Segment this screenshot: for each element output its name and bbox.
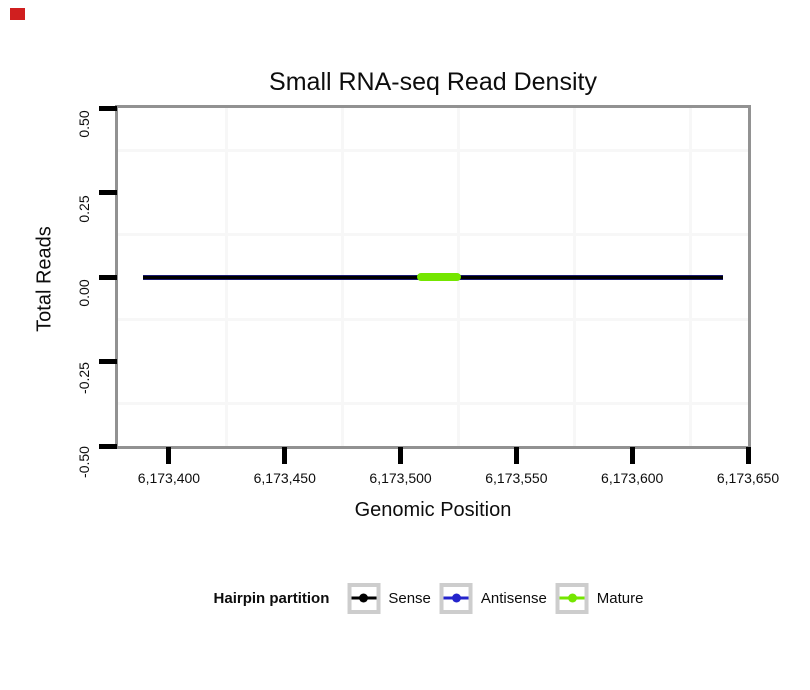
y-tick-label: -0.25 — [76, 361, 92, 394]
series-line-mature — [416, 273, 461, 281]
legend-key-label: Sense — [388, 589, 431, 607]
y-axis-tick — [99, 274, 117, 280]
y-axis-tick — [99, 105, 117, 111]
legend-key-box — [347, 582, 381, 614]
x-tick-label: 6,173,400 — [137, 470, 201, 486]
legend-key-box — [555, 582, 589, 614]
legend-keys: Sense Antisense Mature — [347, 582, 652, 614]
chart-title: Small RNA-seq Read Density — [269, 68, 597, 96]
x-axis-tick — [282, 447, 288, 464]
x-axis-tick — [166, 447, 172, 464]
legend-key-label: Mature — [596, 589, 644, 607]
x-tick-label: 6,173,450 — [253, 470, 316, 486]
y-tick-label: 0.00 — [76, 279, 92, 307]
red-square-marker — [10, 8, 25, 20]
gridline-horizontal-minor — [118, 233, 748, 237]
y-tick-label: 0.25 — [76, 194, 92, 223]
x-axis-tick — [513, 447, 519, 464]
legend-key-dot — [567, 593, 577, 603]
x-tick-label: 6,173,550 — [485, 470, 548, 486]
x-tick-label: 6,173,650 — [716, 470, 780, 486]
gridline-horizontal-minor — [118, 148, 748, 152]
legend-key-dot — [359, 593, 369, 603]
y-axis-tick — [99, 359, 117, 364]
y-tick-label: -0.50 — [76, 446, 92, 478]
legend-key-box — [439, 582, 473, 614]
y-axis-tick — [99, 190, 117, 195]
gridline-horizontal-minor — [118, 317, 748, 321]
x-tick-label: 6,173,500 — [369, 470, 432, 486]
x-tick-label: 6,173,600 — [601, 470, 664, 486]
legend: Hairpin partition Sense Antisense Mature — [214, 582, 653, 614]
legend-key-label: Antisense — [480, 589, 547, 607]
x-axis-tick — [398, 447, 404, 464]
legend-key-mature: Mature — [555, 582, 644, 614]
legend-key-antisense: Antisense — [439, 582, 547, 614]
gridline-horizontal-minor — [118, 402, 748, 406]
x-axis-tick — [745, 447, 751, 464]
legend-key-dot — [451, 593, 461, 603]
x-axis-title: Genomic Position — [354, 499, 512, 521]
y-axis-title: Total Reads — [33, 226, 56, 332]
y-tick-label: 0.50 — [76, 110, 92, 138]
y-axis-tick — [99, 443, 117, 449]
legend-title: Hairpin partition — [213, 589, 330, 607]
x-axis-tick — [629, 447, 635, 464]
legend-key-sense: Sense — [347, 582, 431, 614]
